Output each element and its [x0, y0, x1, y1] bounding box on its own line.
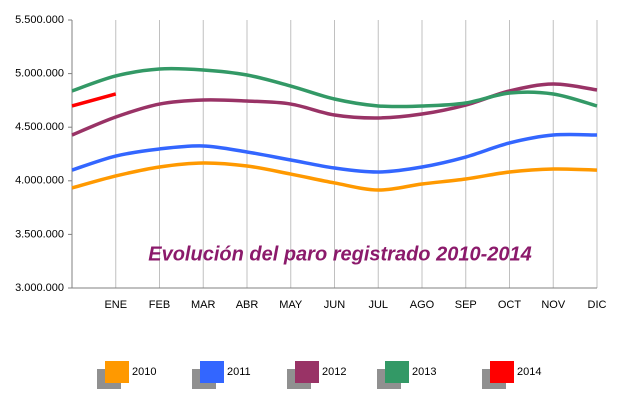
y-tick-label: 3.500.000: [15, 228, 64, 240]
series-line: [71, 66, 598, 109]
x-tick-label: JUN: [324, 299, 345, 311]
legend-swatch: [200, 361, 224, 383]
x-tick-label: FEB: [149, 299, 170, 311]
legend-label: 2014: [517, 366, 541, 378]
x-tick-label: DIC: [588, 299, 607, 311]
legend-swatch: [295, 361, 319, 383]
legend-swatch: [385, 361, 409, 383]
legend-label: 2010: [132, 366, 156, 378]
y-tick-label: 4.500.000: [15, 121, 64, 133]
legend-label: 2013: [412, 366, 436, 378]
x-tick-label: MAY: [279, 299, 303, 311]
y-tick-label: 4.000.000: [15, 175, 64, 187]
x-tick-label: ENE: [104, 299, 127, 311]
x-tick-label: AGO: [410, 299, 435, 311]
x-tick-label: MAR: [191, 299, 216, 311]
x-tick-label: OCT: [498, 299, 522, 311]
y-tick-label: 5.000.000: [15, 68, 64, 80]
x-tick-label: SEP: [455, 299, 477, 311]
y-tick-label: 5.500.000: [15, 14, 64, 26]
series-line: [71, 132, 598, 174]
series-line: [71, 92, 117, 108]
x-tick-label: NOV: [541, 299, 566, 311]
series-line: [71, 82, 598, 137]
x-tick-label: ABR: [236, 299, 259, 311]
legend-swatch: [490, 361, 514, 383]
legend-label: 2011: [227, 366, 251, 378]
series-line: [71, 161, 598, 192]
y-tick-label: 3.000.000: [15, 282, 64, 294]
x-tick-label: JUL: [368, 299, 388, 311]
legend-swatch: [105, 361, 129, 383]
chart-title: Evolución del paro registrado 2010-2014: [148, 243, 531, 265]
legend-label: 2012: [322, 366, 346, 378]
